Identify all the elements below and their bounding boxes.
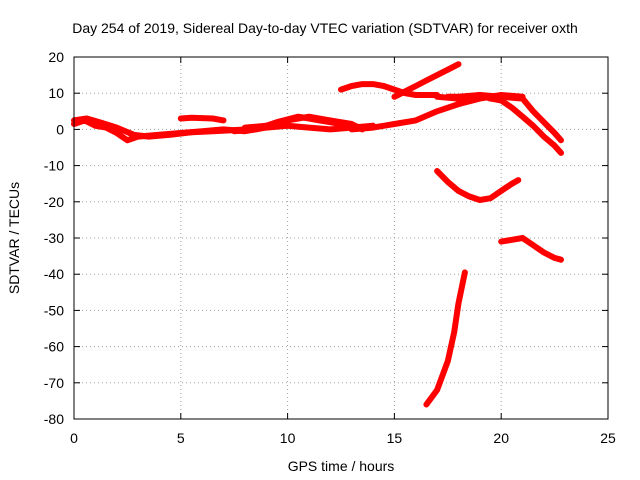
y-tick-label: -70 [44, 375, 64, 391]
y-tick-label: -10 [44, 158, 64, 174]
y-tick-label: 20 [48, 49, 64, 65]
series-arc-12 [434, 168, 522, 203]
series-arc-7 [338, 81, 441, 98]
x-tick-label: 5 [177, 430, 185, 446]
series-arc-14 [423, 269, 468, 408]
y-tick-label: -40 [44, 266, 64, 282]
series-arc-11 [498, 97, 564, 156]
y-tick-label: 10 [48, 85, 64, 101]
series-arc-5 [241, 113, 366, 133]
x-tick-label: 25 [600, 430, 616, 446]
x-tick-label: 0 [70, 430, 78, 446]
ticks: 0 5 10 15 20 25 20 10 0 -10 -20 -30 -40 -50 -60 -70 -80 [44, 49, 616, 446]
y-tick-label: -80 [44, 411, 64, 427]
chart-title: Day 254 of 2019, Sidereal Day-to-day VTE… [72, 20, 578, 36]
y-tick-label: -60 [44, 339, 64, 355]
y-tick-label: -30 [44, 230, 64, 246]
series-arc-3 [177, 114, 227, 124]
series-arc-13 [498, 235, 564, 263]
grid [74, 57, 608, 419]
plot-frame [73, 56, 609, 420]
series-arc-8 [391, 61, 462, 100]
x-axis-label: GPS time / hours [288, 458, 395, 474]
series-arc-2 [71, 115, 259, 140]
x-tick-label: 10 [280, 430, 296, 446]
y-tick-label: -20 [44, 194, 64, 210]
y-tick-label: -50 [44, 302, 64, 318]
series-arc-10 [444, 92, 564, 144]
x-tick-label: 20 [493, 430, 509, 446]
series-layer [71, 61, 564, 408]
y-tick-label: 0 [56, 121, 64, 137]
y-axis-label: SDTVAR / TECUs [6, 182, 22, 294]
x-tick-label: 15 [387, 430, 403, 446]
